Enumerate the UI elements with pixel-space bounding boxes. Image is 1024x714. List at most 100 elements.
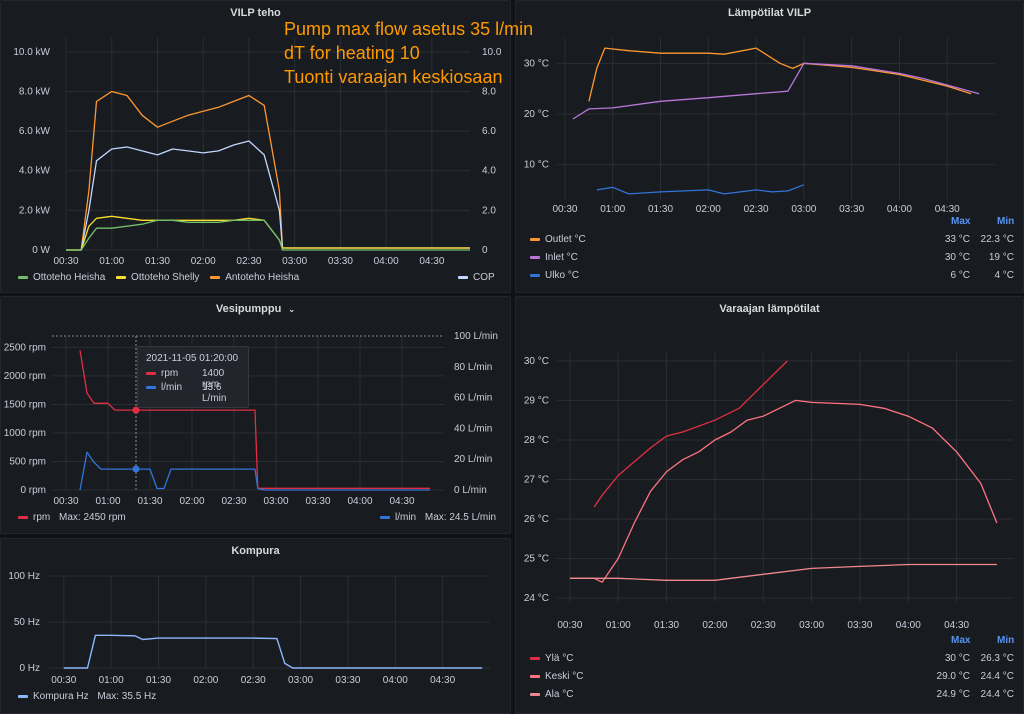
series-line-ottoteho-shelly <box>66 215 470 251</box>
legend-swatch <box>530 674 540 678</box>
legend-row-ylä[interactable]: Ylä °C <box>530 653 573 664</box>
legend-swatch <box>18 515 28 519</box>
tooltip-value: 1400 rpm <box>202 368 225 390</box>
y2-tick-label: 6.0 <box>482 126 496 137</box>
legend-label: COP <box>473 272 495 283</box>
legend-header-max[interactable]: Max <box>951 216 971 227</box>
chart-vilp-teho[interactable]: 10.0 kW 8.0 kW 6.0 kW 4.0 kW 2.0 kW 0 W 10.0 8.… <box>0 0 511 293</box>
y-tick-label: 30 °C <box>524 58 549 69</box>
legend-max-value: 29.0 °C <box>936 671 970 682</box>
legend-swatch <box>458 275 468 279</box>
legend-label: Inlet °C <box>545 252 578 263</box>
x-tick-label: 03:30 <box>328 256 353 267</box>
legend-label: Ottoteho Heisha <box>33 272 106 283</box>
panel-title: VILP teho <box>230 7 281 19</box>
legend-row-ulko[interactable]: Ulko °C <box>530 270 579 281</box>
legend-swatch <box>210 275 221 279</box>
x-tick-label: 02:30 <box>751 620 776 631</box>
x-tick-label: 03:30 <box>305 496 330 507</box>
x-tick-label: 01:30 <box>654 620 679 631</box>
tooltip-series: l/min <box>161 382 183 393</box>
x-tick-label: 02:00 <box>193 675 218 686</box>
legend-item-ottoteho-heisha[interactable]: Ottoteho Heisha <box>18 272 105 283</box>
x-tick-label: 00:30 <box>53 496 78 507</box>
tooltip-value: 13.6 L/min <box>202 382 227 404</box>
chart-kompura[interactable]: 100 Hz 50 Hz 0 Hz 00:30 01:00 01:30 02:00 02:30… <box>0 538 511 714</box>
legend-swatch <box>116 275 127 279</box>
series-line-ottoteho-heisha <box>66 219 470 251</box>
legend-row-outlet[interactable]: Outlet °C <box>530 234 586 245</box>
legend-item-rpm[interactable]: rpm Max: 2450 rpm <box>18 512 126 523</box>
legend-row-ala[interactable]: Ala °C <box>530 689 573 700</box>
legend-header-max[interactable]: Max <box>951 635 971 646</box>
y-tick-label: 1000 rpm <box>4 428 46 439</box>
y-tick-label: 26 °C <box>524 514 549 525</box>
legend-item-cop[interactable]: COP <box>458 272 495 283</box>
chevron-down-icon[interactable]: ⌄ <box>288 305 296 314</box>
annotation-text: Pump max flow asetus 35 l/min dT for hea… <box>284 17 533 89</box>
legend-min-value: 24.4 °C <box>980 689 1014 700</box>
series-line-rpm <box>79 350 430 489</box>
legend-item-antoteho-heisha[interactable]: Antoteho Heisha <box>210 272 299 283</box>
legend-item-kompura[interactable]: Kompura Hz Max: 35.5 Hz <box>18 691 156 702</box>
legend-max-value: 24.9 °C <box>936 689 970 700</box>
x-tick-label: 04:00 <box>347 496 372 507</box>
series-line-inlet <box>572 62 980 120</box>
hover-point-rpm <box>132 406 140 414</box>
series-line-ala <box>569 563 997 581</box>
legend-item-lmin[interactable]: l/min Max: 24.5 L/min <box>380 512 496 523</box>
legend-swatch <box>18 275 28 279</box>
series-line-outlet <box>588 47 972 102</box>
legend-swatch <box>530 273 540 277</box>
panel-kompura[interactable]: Kompura <box>0 538 511 714</box>
y-tick-label: 4.0 kW <box>19 166 51 177</box>
x-tick-label: 01:00 <box>99 256 124 267</box>
chart-lampotilat-vilp[interactable]: 30 °C 20 °C 10 °C 00:30 01:00 01:30 02:00 02:30… <box>515 0 1024 293</box>
tooltip-series: rpm <box>161 368 179 379</box>
legend-swatch <box>530 255 540 259</box>
y2-tick-label: 0 <box>482 245 488 256</box>
y-tick-label: 100 Hz <box>8 571 40 582</box>
y2-tick-label: 100 L/min <box>454 331 498 342</box>
y-tick-label: 10 °C <box>524 160 549 171</box>
x-tick-label: 02:30 <box>236 256 261 267</box>
panel-title-label: Vesipumppu <box>215 303 282 315</box>
x-tick-label: 03:30 <box>335 675 360 686</box>
x-tick-label: 01:00 <box>95 496 120 507</box>
legend-label: l/min <box>395 512 417 523</box>
panel-title-vesipumppu[interactable]: Vesipumppu ⌄ <box>1 303 510 315</box>
legend-label: Keski °C <box>545 671 584 682</box>
annotation-line-1: Pump max flow asetus 35 l/min <box>284 19 534 39</box>
legend-swatch <box>18 694 28 698</box>
x-tick-label: 02:30 <box>744 204 769 215</box>
panel-title: Kompura <box>231 545 280 557</box>
x-tick-label: 04:30 <box>935 204 960 215</box>
x-tick-label: 01:00 <box>99 675 124 686</box>
y-tick-label: 29 °C <box>524 395 549 406</box>
series-line-yla <box>593 360 788 508</box>
panel-varaajan[interactable]: Varaajan lämpötilat <box>515 296 1024 714</box>
legend-row-keski[interactable]: Keski °C <box>530 671 583 682</box>
chart-vesipumppu[interactable]: 2500 rpm 2000 rpm 1500 rpm 1000 rpm 500 rpm 0… <box>0 296 511 534</box>
tooltip-row-rpm: rpm 1400 rpm <box>146 368 240 390</box>
legend-header-min[interactable]: Min <box>997 635 1015 646</box>
y-tick-label: 8.0 kW <box>19 86 51 97</box>
legend-header-min[interactable]: Min <box>997 216 1015 227</box>
x-tick-label: 03:30 <box>847 620 872 631</box>
y-tick-label: 20 °C <box>524 109 549 120</box>
y2-tick-label: 80 L/min <box>454 362 492 373</box>
tooltip-row-lmin: l/min 13.6 L/min <box>146 382 240 404</box>
panel-title: Varaajan lämpötilat <box>719 303 820 315</box>
legend-label: Ulko °C <box>545 270 580 281</box>
hover-point-lmin <box>132 465 140 473</box>
y-tick-label: 2.0 kW <box>19 205 51 216</box>
legend-min-value: 22.3 °C <box>980 234 1014 245</box>
x-tick-label: 03:00 <box>799 620 824 631</box>
legend-row-inlet[interactable]: Inlet °C <box>530 252 578 263</box>
panel-title: Lämpötilat VILP <box>727 7 812 19</box>
legend-item-ottoteho-shelly[interactable]: Ottoteho Shelly <box>116 272 199 283</box>
series-line-keski <box>569 399 998 583</box>
panel-lampotilat-vilp[interactable]: Lämpötilat VILP <box>515 0 1024 293</box>
chart-varaajan[interactable]: 30 °C 29 °C 28 °C 27 °C 26 °C 25 °C 24 °C 00:30… <box>515 296 1024 714</box>
y-tick-label: 1500 rpm <box>4 399 46 410</box>
